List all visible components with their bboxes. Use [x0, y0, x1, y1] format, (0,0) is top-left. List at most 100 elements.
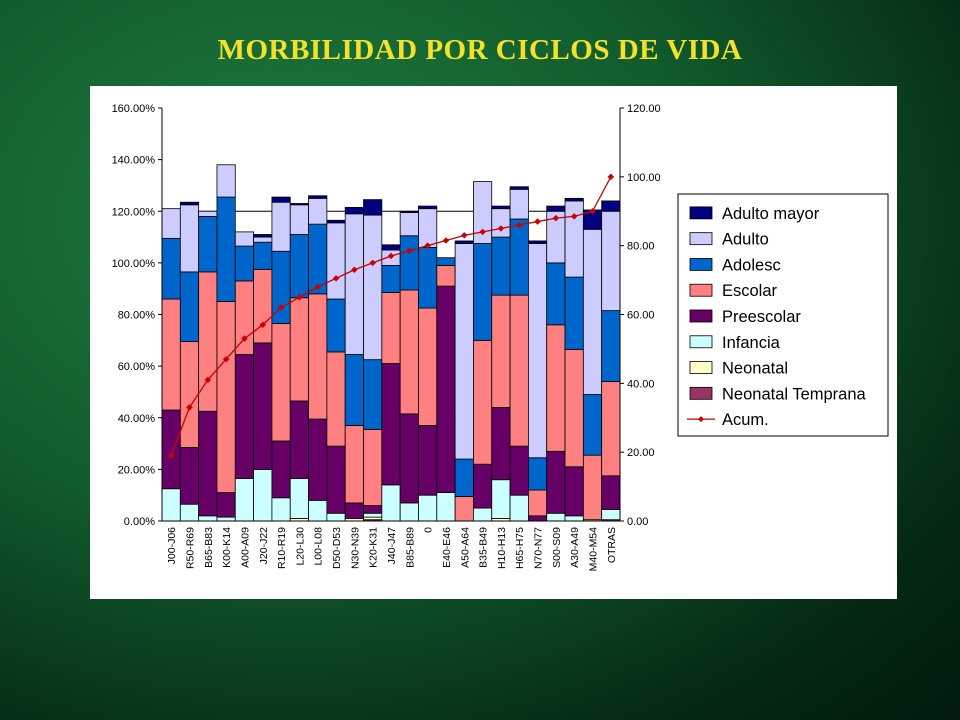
- chart-panel: J00-J06 R50-R69 B65-B83 K00-K14 A00-A09 J20-J…: [90, 86, 897, 599]
- bar-adulto: [179, 204, 200, 273]
- bar-adulto-mayor: [179, 201, 200, 206]
- bar-infancia: [564, 515, 584, 522]
- bar-preescolar: [418, 425, 438, 496]
- bar-adolesc: [418, 246, 438, 309]
- bar-adolesc: [527, 457, 548, 491]
- x-tick-label: L20-L30: [294, 527, 306, 566]
- x-tick-label: J00-J06: [166, 527, 178, 565]
- bar-adolesc: [344, 354, 364, 426]
- bar-escolar: [582, 454, 603, 521]
- acum-point: [186, 404, 193, 411]
- acum-point: [589, 207, 596, 215]
- y-left-tick-label: 0.00%: [124, 516, 155, 528]
- bar-infancia: [289, 478, 309, 519]
- acum-point: [515, 221, 523, 229]
- legend-swatch-neonatal-temprana: [689, 386, 713, 400]
- legend-label-adolesc: Adolesc: [722, 256, 781, 274]
- bar-escolar: [546, 324, 566, 452]
- bar-preescolar: [289, 400, 309, 479]
- bar-adulto: [326, 222, 346, 300]
- chart-bars: [161, 164, 621, 522]
- bar-adolesc: [326, 298, 346, 353]
- bar-escolar: [179, 341, 200, 448]
- acum-point: [314, 283, 322, 291]
- bar-escolar: [289, 297, 309, 402]
- bar-infancia: [601, 508, 621, 521]
- x-tick-label: 0: [423, 527, 435, 533]
- bar-preescolar: [473, 463, 493, 509]
- x-tick-label: B35-B49: [478, 527, 490, 568]
- acum-point: [204, 376, 212, 384]
- legend-swatch-preescolar: [689, 309, 713, 323]
- bar-preescolar: [363, 505, 383, 514]
- legend-swatch-adolesc: [689, 258, 713, 271]
- bar-adulto-mayor: [363, 199, 383, 216]
- bar-adulto: [234, 231, 254, 247]
- acum-point: [534, 218, 541, 225]
- acum-point: [570, 213, 578, 220]
- bar-preescolar: [234, 354, 254, 479]
- bar-infancia: [308, 499, 328, 522]
- bar-adolesc: [363, 359, 383, 430]
- bar-infancia: [363, 512, 383, 518]
- bar-infancia: [198, 515, 218, 522]
- bar-preescolar: [491, 407, 511, 481]
- bar-escolar: [234, 280, 254, 355]
- bar-adulto-mayor: [381, 244, 401, 251]
- legend-label-neonatal-temprana: Neonatal Temprana: [722, 385, 867, 403]
- bar-adulto: [253, 236, 273, 243]
- legend-swatch-infancia: [689, 335, 713, 349]
- acum-point: [296, 293, 303, 301]
- bar-adolesc: [253, 241, 273, 270]
- legend-label-neonatal: Neonatal: [722, 360, 788, 378]
- legend-label-adulto-mayor: Adulto mayor: [722, 205, 820, 223]
- x-tick-label: B85-B89: [404, 527, 416, 568]
- bar-preescolar: [308, 418, 328, 501]
- x-tick-label: N30-N39: [349, 527, 361, 569]
- y-right-tick-label: 60.00: [627, 310, 655, 322]
- bar-adulto: [601, 210, 621, 312]
- acum-point: [369, 259, 377, 267]
- x-tick-label: H65-H75: [514, 527, 526, 569]
- bar-infancia: [381, 484, 401, 522]
- acum-point: [167, 452, 175, 459]
- acum-point: [460, 231, 468, 239]
- bar-adolesc: [234, 245, 254, 282]
- legend-swatch-escolar: [689, 283, 713, 297]
- bar-adulto: [582, 228, 603, 395]
- bar-adulto: [418, 208, 438, 248]
- bar-adulto-mayor: [289, 203, 309, 206]
- bar-adolesc: [564, 276, 584, 350]
- bar-adulto: [363, 214, 383, 361]
- bar-preescolar: [601, 475, 621, 510]
- bar-adolesc: [473, 243, 493, 341]
- y-right-tick-label: 20.00: [627, 447, 655, 459]
- legend-swatch-neonatal: [689, 361, 713, 374]
- x-tick-label: J20-J22: [258, 527, 270, 565]
- bar-adolesc: [546, 262, 566, 326]
- bar-escolar: [454, 496, 474, 522]
- acum-point: [259, 321, 267, 329]
- legend-swatch-adulto: [689, 232, 713, 246]
- bar-preescolar: [216, 492, 236, 518]
- y-left-tick-label: 20.00%: [118, 464, 156, 476]
- bar-preescolar: [546, 450, 566, 514]
- bar-preescolar: [436, 285, 456, 494]
- acum-point: [405, 247, 413, 255]
- bar-adulto: [527, 243, 548, 459]
- bar-infancia: [326, 512, 346, 522]
- bar-adulto: [216, 164, 236, 198]
- bar-adulto-mayor: [326, 219, 346, 224]
- bar-preescolar: [179, 447, 200, 505]
- acum-point: [222, 355, 230, 363]
- bar-adulto-mayor: [491, 205, 511, 210]
- bar-adulto: [509, 188, 529, 220]
- legend-box: [677, 193, 889, 437]
- legend-label-infancia: Infancia: [722, 334, 781, 352]
- bar-infancia: [473, 507, 493, 522]
- bar-adulto: [454, 243, 474, 460]
- bar-adulto: [289, 204, 309, 235]
- bar-adulto-mayor: [253, 234, 273, 238]
- bar-infancia: [179, 503, 200, 522]
- y-left-tick-label: 60.00%: [118, 361, 156, 373]
